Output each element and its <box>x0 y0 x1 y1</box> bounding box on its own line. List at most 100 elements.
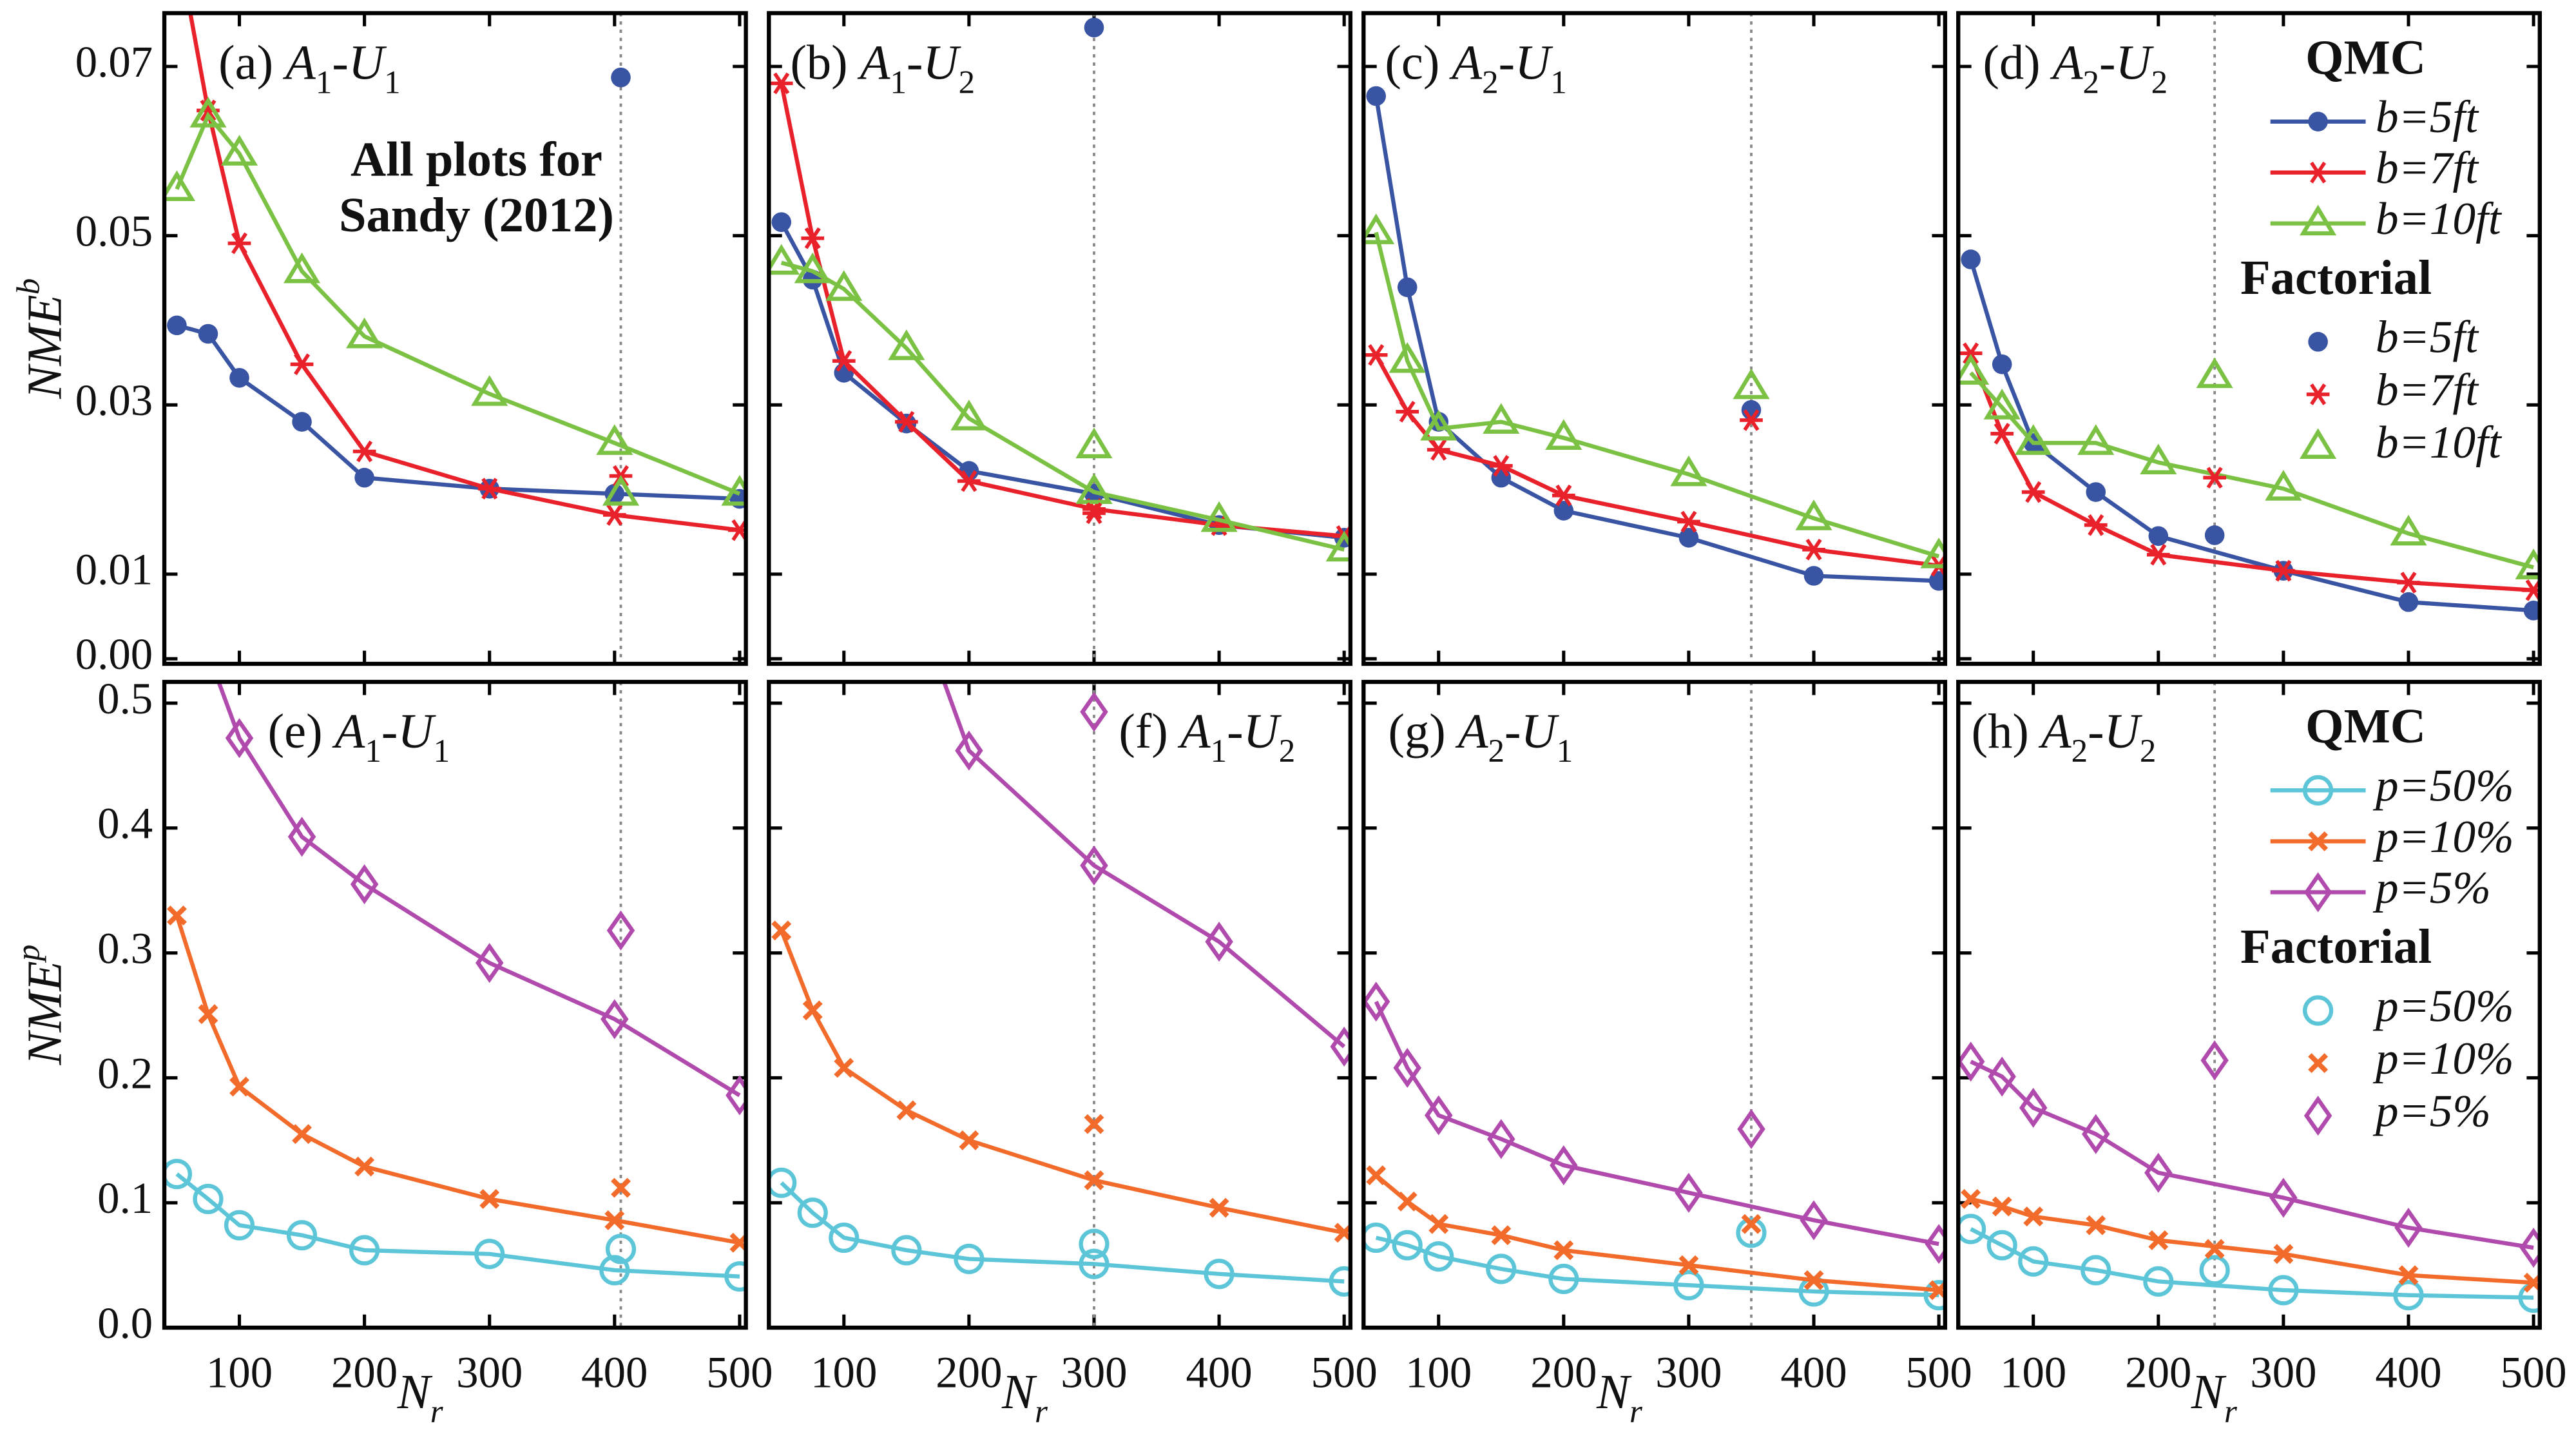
marker-diamond <box>1958 1041 1985 1082</box>
marker <box>2308 332 2328 352</box>
marker <box>286 1220 318 1251</box>
series-line <box>176 323 740 501</box>
marker-diamond <box>1988 1056 2016 1097</box>
marker-ring <box>1673 1270 1704 1301</box>
x-axis-label: Nr <box>1001 1364 1048 1430</box>
marker-dot <box>1397 277 1418 298</box>
marker <box>721 475 746 506</box>
marker <box>1366 86 1386 106</box>
x-tick-label: 200 <box>936 1348 1002 1397</box>
annotation: All plots for <box>351 132 602 187</box>
marker <box>2308 1053 2329 1074</box>
marker-diamond <box>1925 1224 1945 1264</box>
marker <box>832 350 856 372</box>
marker-ring <box>224 1210 255 1241</box>
text-part: N <box>1001 1364 1037 1419</box>
text-part: 2 <box>1482 64 1499 101</box>
marker-diamond <box>1550 1145 1578 1186</box>
marker-dot <box>229 367 249 388</box>
series-line <box>1374 231 1940 559</box>
marker <box>1423 1241 1454 1272</box>
x-tick-label: 400 <box>581 1348 648 1397</box>
marker-diamond <box>1425 1095 1453 1136</box>
marker-triangle <box>769 244 800 275</box>
marker-diamond <box>606 910 635 951</box>
text-part: (a) <box>218 35 285 90</box>
x-tick-label: 400 <box>2375 1348 2441 1397</box>
marker-ring <box>829 1222 860 1253</box>
x-tick-label: 200 <box>1530 1348 1597 1397</box>
marker <box>825 270 863 301</box>
marker <box>189 97 227 128</box>
marker-diamond <box>225 718 254 759</box>
text-part: 2 <box>2140 733 2157 769</box>
marker-triangle <box>2265 470 2302 501</box>
marker-star <box>352 440 376 463</box>
marker-star <box>957 470 981 492</box>
marker-ring <box>1548 1263 1579 1295</box>
marker-triangle <box>1983 389 2021 420</box>
marker-x <box>1992 1196 2012 1217</box>
marker <box>1079 1228 1110 1259</box>
legend-label: b=10ft <box>2376 193 2503 244</box>
marker-x <box>834 1058 854 1078</box>
marker <box>1677 510 1700 533</box>
series-line <box>1374 1000 1939 1246</box>
marker-ring <box>349 1235 380 1266</box>
marker <box>1920 537 1945 568</box>
marker <box>1079 1248 1110 1279</box>
legend-label: p=5% <box>2372 1086 2491 1137</box>
marker-diamond <box>2519 1228 2540 1268</box>
frame <box>1956 679 2542 1330</box>
marker <box>605 1234 637 1264</box>
marker-diamond <box>832 412 856 445</box>
marker-x <box>2308 1053 2329 1074</box>
marker-dot <box>1678 528 1699 548</box>
marker-triangle <box>888 329 925 360</box>
series-line <box>779 221 1345 540</box>
marker-dot <box>771 212 792 232</box>
marker-star <box>1552 484 1575 507</box>
marker <box>794 252 831 284</box>
y-tick-label: 0.5 <box>97 674 153 723</box>
marker-diamond <box>1800 1200 1828 1241</box>
marker-dot <box>2398 592 2419 612</box>
series-line <box>779 82 1345 538</box>
marker-diamond <box>1363 982 1390 1022</box>
text-part: U <box>398 704 436 759</box>
marker-x <box>1803 1270 1824 1290</box>
marker-diamond <box>726 1075 746 1116</box>
series-line <box>188 13 740 532</box>
marker <box>1487 1119 1515 1159</box>
y-tick-label: 0.0 <box>97 1299 153 1348</box>
text-part: N <box>2191 1364 2227 1419</box>
marker <box>1483 403 1520 434</box>
marker-star <box>2084 514 2108 536</box>
marker <box>596 424 633 455</box>
marker-star <box>227 232 251 255</box>
marker-ring <box>724 1261 746 1292</box>
marker-x <box>1428 1214 1449 1234</box>
marker-diamond <box>1205 922 1233 962</box>
marker <box>1550 1145 1578 1186</box>
marker-dot <box>198 324 218 344</box>
marker <box>1958 1214 1986 1244</box>
marker <box>1393 1047 1421 1089</box>
text-part: U <box>1521 704 1559 759</box>
marker-triangle <box>1483 403 1520 434</box>
marker <box>1961 1189 1981 1209</box>
marker-star <box>769 72 793 95</box>
marker <box>1545 419 1582 450</box>
marker <box>2023 1206 2044 1227</box>
marker <box>599 1255 630 1286</box>
text-part: (c) <box>1385 35 1452 90</box>
y-axis-label: NMEp <box>10 945 72 1066</box>
x-tick-label: 500 <box>2500 1348 2566 1397</box>
series-line <box>780 1181 1345 1284</box>
marker <box>1548 1263 1579 1295</box>
marker-diamond <box>1737 1108 1765 1149</box>
marker <box>2021 481 2045 503</box>
marker-ring <box>1423 1241 1454 1272</box>
text-part: (e) <box>268 704 335 759</box>
marker <box>166 537 189 570</box>
